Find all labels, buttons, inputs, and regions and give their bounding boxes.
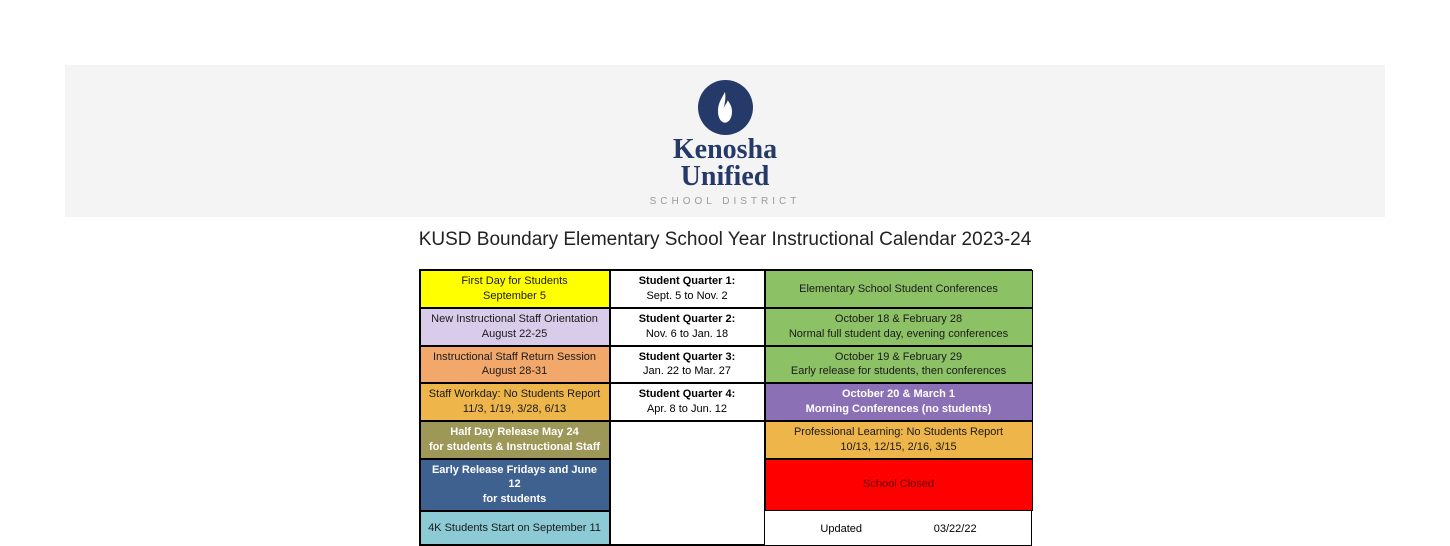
cell-line1: October 20 & March 1: [770, 387, 1028, 402]
right-cell: School Closed: [765, 459, 1033, 512]
cell-line2: Morning Conferences (no students): [770, 402, 1028, 417]
left-cell: Staff Workday: No Students Report11/3, 1…: [420, 383, 610, 421]
brand-name: Kenosha Unified: [65, 137, 1385, 190]
cell-line1: Student Quarter 2:: [615, 312, 760, 327]
cell-line2: August 28-31: [425, 364, 605, 379]
left-cell: Instructional Staff Return SessionAugust…: [420, 346, 610, 384]
right-cell: Updated 03/22/22: [765, 511, 1033, 545]
left-cell: First Day for StudentsSeptember 5: [420, 270, 610, 308]
mid-cell: [610, 511, 765, 545]
cell-line2: Apr. 8 to Jun. 12: [615, 402, 760, 417]
right-cell: October 20 & March 1Morning Conferences …: [765, 383, 1033, 421]
cell-line2: Nov. 6 to Jan. 18: [615, 327, 760, 342]
cell-line1: Half Day Release May 24: [425, 425, 605, 440]
cell-line1: First Day for Students: [425, 274, 605, 289]
mid-cell: Student Quarter 1:Sept. 5 to Nov. 2: [610, 270, 765, 308]
cell-line2: Sept. 5 to Nov. 2: [615, 289, 760, 304]
cell-line2: Normal full student day, evening confere…: [770, 327, 1028, 342]
page-title: KUSD Boundary Elementary School Year Ins…: [0, 229, 1450, 251]
right-cell: October 18 & February 28Normal full stud…: [765, 308, 1033, 346]
left-cell: Half Day Release May 24for students & In…: [420, 421, 610, 459]
cell-line1: Staff Workday: No Students Report: [425, 387, 605, 402]
brand-line2: Unified: [681, 161, 770, 192]
cell-line1: October 19 & February 29: [770, 350, 1028, 365]
mid-cell: Student Quarter 4:Apr. 8 to Jun. 12: [610, 383, 765, 421]
updated-label: Updated: [820, 523, 862, 535]
left-cell: New Instructional Staff OrientationAugus…: [420, 308, 610, 346]
left-cell: Early Release Fridays and June 12for stu…: [420, 459, 610, 512]
cell-line2: for students: [425, 492, 605, 507]
cell-line2: 10/13, 12/15, 2/16, 3/15: [770, 440, 1028, 455]
cell-line1: Student Quarter 3:: [615, 350, 760, 365]
cell-line2: September 5: [425, 289, 605, 304]
flame-icon: [711, 90, 739, 126]
right-cell: October 19 & February 29Early release fo…: [765, 346, 1033, 384]
cell-line2: Jan. 22 to Mar. 27: [615, 364, 760, 379]
cell-line1: School Closed: [770, 477, 1028, 492]
header-banner: Kenosha Unified SCHOOL DISTRICT: [65, 65, 1385, 217]
calendar-legend-grid: First Day for StudentsSeptember 5Student…: [419, 269, 1032, 546]
cell-line1: October 18 & February 28: [770, 312, 1028, 327]
cell-line1: Elementary School Student Conferences: [770, 282, 1028, 297]
cell-line1: New Instructional Staff Orientation: [425, 312, 605, 327]
cell-line2: August 22-25: [425, 327, 605, 342]
cell-line2: 11/3, 1/19, 3/28, 6/13: [425, 402, 605, 417]
right-cell: Elementary School Student Conferences: [765, 270, 1033, 308]
cell-line2: for students & Instructional Staff: [425, 440, 605, 455]
cell-line1: Professional Learning: No Students Repor…: [770, 425, 1028, 440]
logo-circle: [698, 80, 753, 135]
cell-line1: Instructional Staff Return Session: [425, 350, 605, 365]
cell-line2: Early release for students, then confere…: [770, 364, 1028, 379]
mid-cell: [610, 421, 765, 459]
mid-cell: Student Quarter 3:Jan. 22 to Mar. 27: [610, 346, 765, 384]
cell-line1: Early Release Fridays and June 12: [425, 463, 605, 493]
cell-line1: Student Quarter 1:: [615, 274, 760, 289]
right-cell: Professional Learning: No Students Repor…: [765, 421, 1033, 459]
mid-cell: Student Quarter 2:Nov. 6 to Jan. 18: [610, 308, 765, 346]
mid-cell: [610, 459, 765, 512]
cell-line1: Student Quarter 4:: [615, 387, 760, 402]
brand-sub: SCHOOL DISTRICT: [65, 196, 1385, 207]
updated-date: 03/22/22: [934, 523, 977, 535]
cell-line1: 4K Students Start on September 11: [425, 521, 605, 536]
left-cell: 4K Students Start on September 11: [420, 511, 610, 545]
